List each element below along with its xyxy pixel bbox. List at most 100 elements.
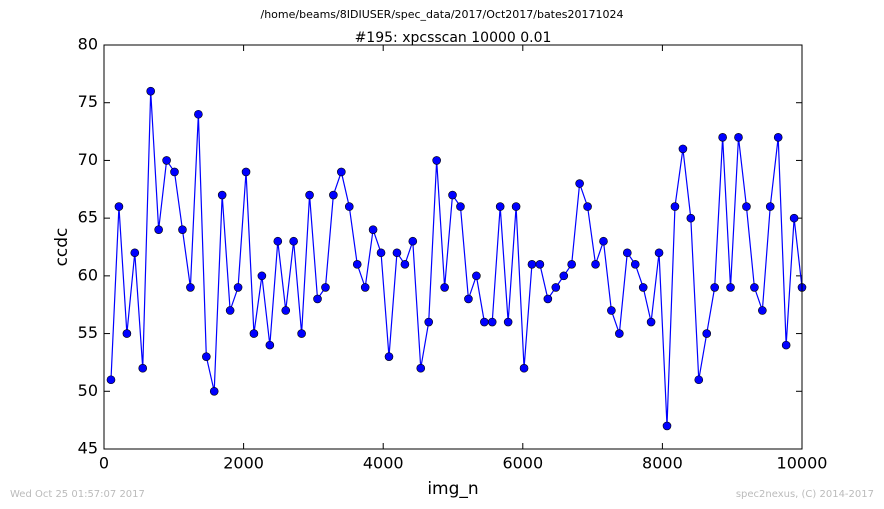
marker: [154, 225, 163, 234]
marker: [321, 283, 330, 292]
marker: [495, 202, 505, 211]
marker: [726, 283, 735, 292]
marker: [638, 283, 648, 292]
marker: [209, 386, 219, 396]
marker: [789, 213, 799, 223]
marker: [257, 271, 267, 281]
marker: [519, 363, 529, 373]
marker: [281, 306, 291, 315]
footnote-right: spec2nexus, (C) 2014-2017: [736, 489, 874, 500]
marker: [424, 317, 434, 327]
y-tick-label: 55: [78, 323, 98, 342]
x-tick-label: 8000: [642, 454, 683, 473]
marker: [670, 202, 680, 211]
marker: [273, 236, 283, 246]
marker: [472, 271, 481, 281]
marker: [122, 329, 132, 338]
marker: [758, 306, 767, 315]
marker: [503, 317, 513, 327]
marker: [487, 317, 497, 327]
marker: [194, 109, 203, 119]
marker: [591, 260, 600, 269]
marker: [750, 283, 759, 292]
x-tick-label: 6000: [502, 454, 543, 473]
marker: [202, 352, 211, 361]
y-tick-label: 70: [78, 150, 98, 169]
marker: [781, 340, 791, 350]
line: [110, 91, 803, 426]
marker: [233, 283, 243, 292]
marker: [368, 225, 378, 234]
marker: [678, 144, 688, 154]
y-tick-label: 75: [78, 92, 98, 111]
marker: [686, 213, 696, 223]
y-tick-label: 60: [78, 265, 98, 284]
marker: [702, 329, 712, 338]
y-tick-label: 50: [78, 381, 98, 400]
x-axis-label: img_n: [427, 479, 478, 499]
marker: [337, 167, 346, 177]
marker: [630, 260, 640, 269]
marker: [448, 190, 457, 200]
marker: [297, 329, 306, 338]
marker: [130, 248, 140, 258]
marker: [765, 202, 775, 211]
y-tick-label: 45: [78, 439, 98, 458]
marker: [480, 317, 489, 327]
marker: [360, 283, 370, 292]
marker: [138, 363, 148, 373]
marker: [178, 225, 187, 234]
marker: [170, 167, 179, 177]
marker: [599, 236, 608, 246]
marker: [543, 294, 553, 304]
marker: [742, 202, 751, 211]
marker: [289, 236, 298, 246]
marker: [622, 248, 632, 258]
marker: [146, 86, 155, 96]
marker: [416, 363, 426, 373]
marker: [456, 202, 465, 211]
y-axis-label: ccdc: [52, 228, 72, 267]
x-tick-label: 4000: [363, 454, 404, 473]
footnote-left: Wed Oct 25 01:57:07 2017: [10, 489, 145, 500]
marker: [654, 248, 664, 258]
marker: [106, 375, 116, 385]
marker: [241, 167, 251, 177]
marker: [607, 306, 616, 315]
marker: [217, 190, 227, 200]
x-tick-label: 10000: [777, 454, 828, 473]
y-tick-label: 80: [78, 35, 98, 54]
marker: [249, 329, 259, 338]
marker: [551, 283, 561, 292]
marker: [329, 190, 338, 200]
x-tick-label: 2000: [223, 454, 264, 473]
suptitle: /home/beams/8IDIUSER/spec_data/2017/Oct2…: [261, 8, 624, 21]
y-tick-label: 65: [78, 208, 98, 227]
marker: [225, 306, 235, 315]
marker: [265, 340, 275, 350]
marker: [527, 260, 537, 269]
x-tick-label: 0: [99, 454, 109, 473]
marker: [352, 260, 362, 269]
marker: [440, 283, 449, 292]
marker: [694, 375, 704, 385]
marker: [305, 190, 314, 200]
marker: [384, 352, 394, 361]
marker: [718, 133, 727, 142]
marker: [535, 260, 545, 269]
marker: [376, 248, 386, 258]
marker: [392, 248, 402, 258]
marker: [567, 260, 576, 269]
marker: [162, 156, 171, 165]
marker: [559, 271, 569, 281]
marker: [432, 156, 441, 165]
marker: [408, 236, 418, 246]
marker: [186, 283, 195, 292]
marker: [344, 202, 354, 211]
plot-frame: [103, 44, 803, 450]
marker: [575, 179, 584, 188]
marker: [662, 421, 672, 431]
marker: [464, 294, 473, 304]
marker: [511, 202, 521, 211]
marker: [400, 260, 410, 269]
